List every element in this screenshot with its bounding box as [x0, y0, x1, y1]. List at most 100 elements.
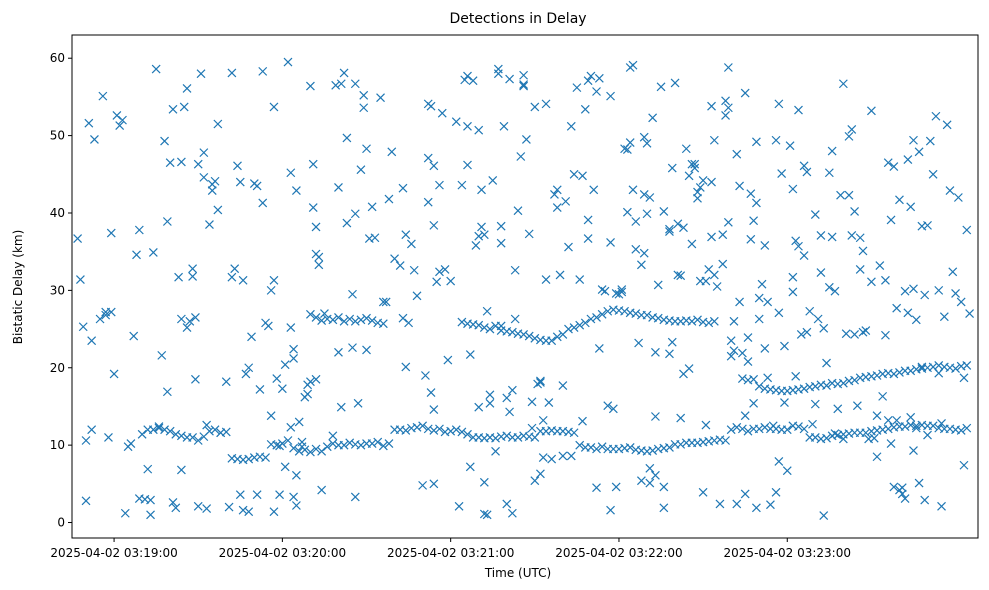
data-point — [507, 327, 517, 337]
data-point — [297, 442, 307, 452]
data-point — [404, 318, 414, 328]
data-point — [836, 190, 845, 200]
data-point — [903, 155, 913, 165]
data-point — [342, 218, 352, 228]
data-point — [165, 426, 175, 436]
data-point — [510, 314, 520, 324]
data-point — [872, 371, 882, 380]
data-point — [920, 495, 930, 505]
data-point — [491, 433, 500, 443]
data-point — [485, 390, 495, 400]
data-point — [850, 375, 860, 385]
data-point — [642, 310, 652, 320]
data-point — [224, 502, 234, 512]
data-point — [822, 433, 831, 443]
data-point — [830, 429, 840, 438]
data-point — [429, 405, 439, 414]
data-point — [665, 224, 674, 234]
data-point — [900, 422, 910, 431]
data-point — [583, 215, 593, 225]
data-point — [788, 272, 798, 282]
data-point — [336, 79, 346, 89]
data-point — [322, 442, 332, 452]
data-point — [266, 285, 276, 295]
data-point — [199, 172, 209, 182]
data-point — [496, 221, 506, 231]
data-point — [631, 309, 641, 319]
data-point — [381, 297, 391, 307]
data-point — [822, 358, 831, 368]
data-point — [143, 464, 153, 474]
data-point — [723, 103, 733, 113]
data-point — [134, 225, 144, 235]
data-point — [339, 68, 349, 78]
data-point — [701, 420, 711, 430]
data-point — [620, 306, 630, 316]
data-point — [881, 275, 890, 285]
data-point — [485, 324, 495, 334]
data-point — [275, 441, 284, 451]
data-point — [283, 436, 293, 445]
data-point — [536, 378, 545, 387]
data-point — [653, 313, 663, 323]
data-point — [911, 315, 921, 325]
data-point — [855, 265, 865, 274]
data-point — [350, 492, 360, 502]
data-point — [886, 439, 896, 449]
data-point — [676, 271, 686, 281]
data-point — [370, 233, 380, 243]
data-point — [305, 309, 315, 319]
data-point — [746, 189, 756, 199]
chart-title: Detections in Delay — [449, 11, 586, 27]
data-point — [861, 428, 871, 438]
data-point — [651, 470, 660, 480]
data-point — [642, 209, 652, 219]
data-point — [303, 389, 313, 399]
data-point — [726, 336, 736, 346]
data-point — [785, 141, 795, 151]
data-point — [294, 446, 304, 456]
data-point — [861, 326, 871, 336]
data-point — [838, 378, 848, 388]
data-point — [426, 388, 436, 397]
data-point — [496, 238, 506, 248]
data-point — [160, 136, 169, 146]
data-point — [611, 289, 621, 298]
data-point — [684, 364, 694, 373]
data-point — [536, 469, 545, 479]
data-point — [928, 421, 938, 431]
data-point — [479, 509, 489, 519]
data-point — [617, 285, 627, 295]
data-point — [956, 426, 966, 435]
data-point — [84, 118, 94, 128]
data-point — [350, 316, 360, 326]
data-point — [530, 476, 540, 486]
data-point — [479, 230, 489, 240]
data-point — [953, 193, 963, 202]
data-point — [959, 460, 969, 470]
data-point — [479, 323, 489, 332]
data-point — [193, 436, 203, 445]
data-point — [305, 81, 315, 91]
data-point — [238, 275, 248, 285]
data-point — [805, 306, 815, 316]
data-point — [401, 230, 411, 240]
data-point — [171, 429, 181, 439]
data-point — [552, 185, 562, 195]
data-point — [925, 136, 935, 146]
data-point — [673, 270, 683, 280]
data-point — [735, 297, 745, 307]
data-point — [749, 216, 759, 226]
data-point — [519, 81, 529, 91]
data-point — [794, 105, 803, 115]
data-point — [751, 503, 761, 513]
data-point — [592, 87, 601, 96]
data-point — [210, 176, 220, 186]
data-point — [266, 411, 276, 421]
data-point — [334, 347, 343, 357]
data-point — [314, 252, 324, 262]
data-point — [435, 180, 444, 190]
data-point — [146, 510, 155, 520]
data-point — [244, 454, 254, 464]
data-point — [109, 369, 119, 379]
